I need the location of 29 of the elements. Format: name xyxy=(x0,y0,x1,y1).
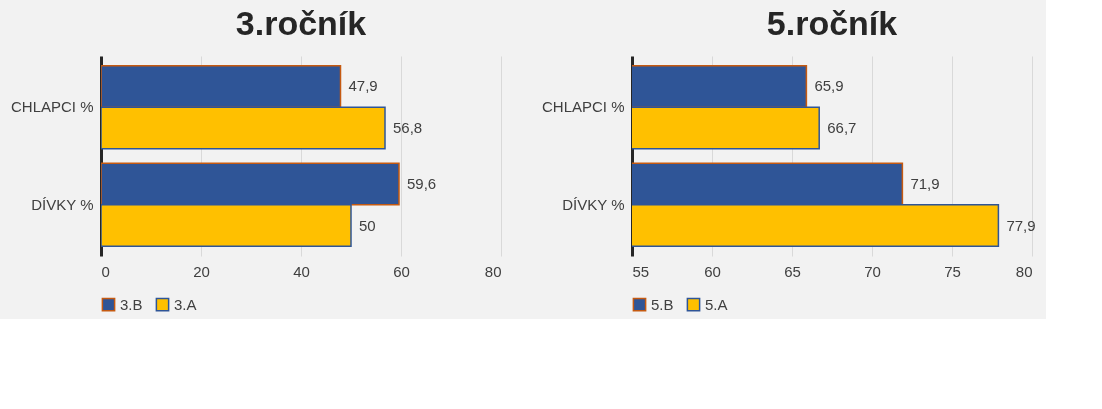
x-tick-label: 55 xyxy=(632,262,650,280)
x-tick-label: 40 xyxy=(293,262,310,280)
x-tick-label: 60 xyxy=(704,262,721,280)
x-tick-label: 75 xyxy=(944,262,961,280)
x-tick-label: 0 xyxy=(101,262,110,280)
data-label: 65,9 xyxy=(814,77,844,95)
legend-label: 5.A xyxy=(705,295,728,313)
data-label: 71,9 xyxy=(910,175,940,193)
x-tick-label: 80 xyxy=(484,262,502,280)
chart-title: 3.ročník xyxy=(235,4,367,42)
y-tick-label: DÍVKY % xyxy=(562,195,625,213)
data-label: 47,9 xyxy=(348,77,378,95)
x-tick-label: 80 xyxy=(1015,262,1033,280)
chart-title: 5.ročník xyxy=(766,4,898,42)
x-tick-label: 65 xyxy=(784,262,801,280)
x-tick-label: 60 xyxy=(393,262,410,280)
data-label: 50 xyxy=(359,216,376,234)
y-tick-label: CHLAPCI % xyxy=(541,98,625,116)
data-label: 59,6 xyxy=(407,175,437,193)
x-tick-label: 20 xyxy=(193,262,210,280)
legend-label: 5.B xyxy=(651,295,674,313)
data-label: 66,7 xyxy=(827,118,857,136)
data-label: 56,8 xyxy=(393,118,423,136)
x-tick-label: 70 xyxy=(864,262,881,280)
y-tick-label: DÍVKY % xyxy=(31,195,94,213)
y-tick-label: CHLAPCI % xyxy=(10,98,94,116)
legend-label: 3.B xyxy=(120,295,143,313)
legend-label: 3.A xyxy=(174,295,197,313)
data-label: 77,9 xyxy=(1006,216,1036,234)
